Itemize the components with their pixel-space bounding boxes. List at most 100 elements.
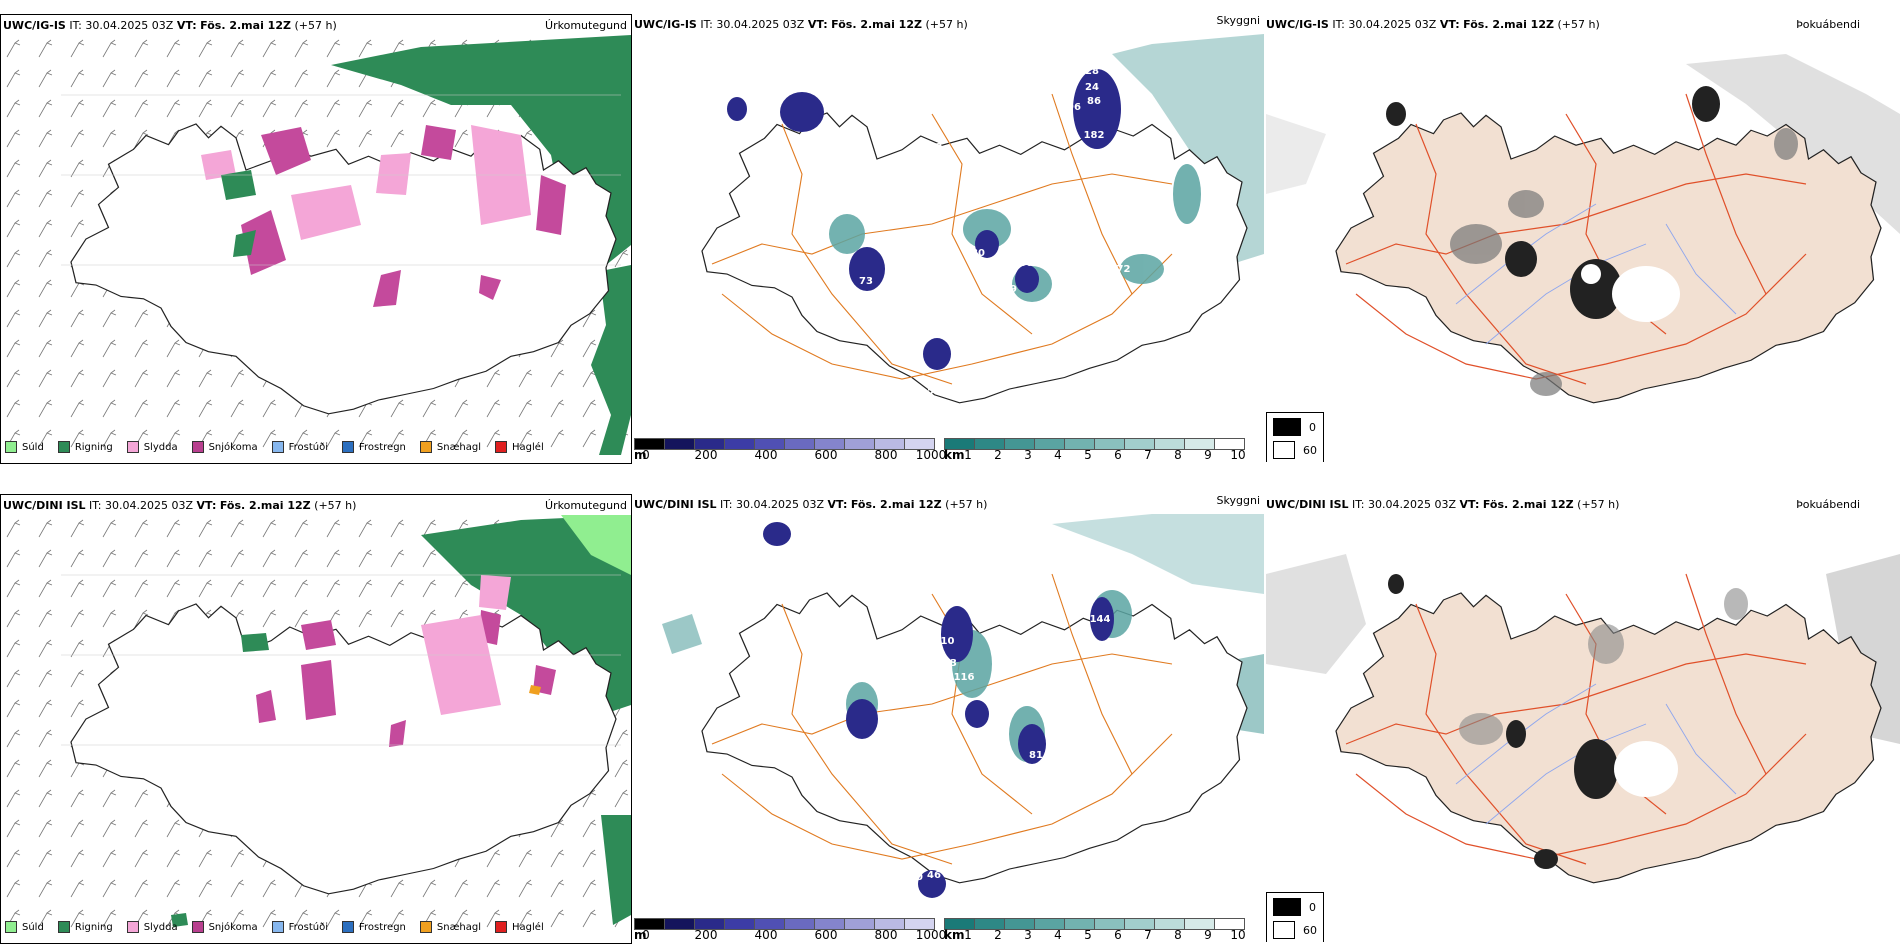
- visibility-label: 73: [859, 276, 873, 287]
- visibility-label: 79: [1003, 284, 1017, 295]
- precip-map: [1, 515, 631, 935]
- legend-item: Slydda: [126, 441, 178, 453]
- panel-header: UWC/IG-IS IT: 30.04.2025 03Z VT: Fös. 2.…: [3, 19, 337, 32]
- fog-map: [1266, 34, 1900, 444]
- fog-panel-row1: UWC/IG-IS IT: 30.04.2025 03Z VT: Fös. 2.…: [1266, 14, 1900, 462]
- tick-label: 7: [1144, 448, 1152, 462]
- panel-title: Þokuábendi: [1796, 18, 1860, 31]
- legend-swatch: [191, 441, 204, 453]
- tick-label: 2: [994, 928, 1002, 942]
- visibility-label: 86: [1019, 258, 1033, 269]
- tick-label: 800: [874, 448, 898, 462]
- tick-label: 1: [964, 928, 972, 942]
- init-value: 30.04.2025 03Z: [105, 499, 194, 512]
- init-value: 30.04.2025 03Z: [1368, 498, 1457, 511]
- tick-label: 9: [1204, 448, 1212, 462]
- tick-label: 5: [1084, 448, 1092, 462]
- visibility-label: 182: [1083, 130, 1105, 141]
- tick-label: 600: [814, 928, 838, 942]
- colorbar-segment: [904, 918, 935, 930]
- tick-label: 1: [964, 448, 972, 462]
- precip-legend: Súld Rigning Slydda Snjókoma Frostúði Fr…: [5, 921, 544, 933]
- tick-label: 10: [1230, 928, 1246, 942]
- panel-title: Úrkomutegund: [545, 19, 627, 32]
- visibility-label: 72: [889, 726, 903, 737]
- visibility-label: 20: [1103, 148, 1117, 159]
- visibility-label: 19: [1139, 150, 1153, 161]
- colorbar-segment: [694, 918, 724, 930]
- colorbar-segment: [784, 438, 814, 450]
- colorbar-segment: [664, 438, 694, 450]
- colorbar-segment: [1004, 438, 1034, 450]
- model-name: UWC/IG-IS: [3, 19, 66, 32]
- visibility-value-labels: 28 86 42 153 15 276 80 86 272 79 19 73 8…: [632, 14, 1264, 414]
- tick-label: 200: [694, 448, 718, 462]
- valid-label: VT:: [176, 19, 197, 32]
- fog-swatch: [1273, 418, 1301, 436]
- visibility-km-unit: km: [944, 448, 965, 462]
- colorbar-segment: [874, 438, 904, 450]
- model-name: UWC/DINI ISL: [634, 498, 717, 511]
- legend-label: Snæhagl: [436, 441, 482, 453]
- tick-label: 400: [754, 928, 778, 942]
- legend-item: Frostregn: [342, 441, 406, 453]
- visibility-km-colorbar: [944, 438, 1245, 450]
- colorbar-segment: [1184, 438, 1214, 450]
- visibility-label: 46: [927, 870, 941, 881]
- precip-type-panel-row2: UWC/DINI ISL IT: 30.04.2025 03Z VT: Fös.…: [0, 494, 632, 944]
- colorbar-segment: [1064, 438, 1094, 450]
- visibility-label: 144: [1089, 614, 1111, 625]
- model-name: UWC/IG-IS: [634, 18, 697, 31]
- tick-label: 3: [1024, 928, 1032, 942]
- visibility-label: 8: [890, 262, 898, 273]
- visibility-label: 116: [953, 672, 975, 683]
- fog-scale-label: 0: [1309, 900, 1316, 914]
- legend-swatch: [5, 441, 17, 453]
- visibility-m-colorbar: [634, 438, 935, 450]
- colorbar-segment: [1154, 918, 1184, 930]
- legend-item: Rigning: [57, 441, 113, 453]
- lead-time: (+57 h): [1557, 18, 1600, 31]
- legend-item: Haglél: [495, 921, 544, 933]
- fog-swatch: [1273, 898, 1301, 916]
- model-name: UWC/IG-IS: [1266, 18, 1329, 31]
- visibility-map: [701, 34, 1264, 404]
- fog-scale-row: 60: [1273, 441, 1317, 459]
- tick-label: 600: [814, 448, 838, 462]
- legend-label: Súld: [22, 921, 44, 933]
- colorbar-segment: [1094, 438, 1124, 450]
- tick-label: 6: [1114, 448, 1122, 462]
- visibility-label: 96: [1067, 102, 1081, 113]
- precip-type-panel-row1: UWC/IG-IS IT: 30.04.2025 03Z VT: Fös. 2.…: [0, 14, 632, 464]
- lead-time: (+57 h): [945, 498, 988, 511]
- tick-label: 0: [642, 928, 650, 942]
- visibility-m-unit: m: [634, 928, 647, 942]
- colorbar-segment: [844, 918, 874, 930]
- legend-label: Frostregn: [359, 921, 406, 933]
- fog-scale-label: 0: [1309, 420, 1316, 434]
- colorbar-segment: [844, 438, 874, 450]
- visibility-km-unit: km: [944, 928, 965, 942]
- valid-value: Fös. 2.mai 12Z: [850, 498, 942, 511]
- lead-time: (+57 h): [314, 499, 357, 512]
- fog-scale-row: 0: [1273, 898, 1317, 916]
- visibility-label: 24: [1085, 82, 1099, 93]
- init-value: 30.04.2025 03Z: [1348, 18, 1437, 31]
- tick-label: 7: [1144, 928, 1152, 942]
- fog-scale-row: 60: [1273, 921, 1317, 939]
- colorbar-segment: [754, 438, 784, 450]
- tick-label: 400: [754, 448, 778, 462]
- legend-item: Súld: [5, 921, 44, 933]
- legend-item: Rigning: [57, 921, 113, 933]
- legend-item: Frostúði: [271, 441, 328, 453]
- fog-scale-label: 60: [1303, 923, 1317, 937]
- visibility-label: 62: [975, 728, 989, 739]
- tick-label: 0: [642, 448, 650, 462]
- visibility-label: 80: [971, 248, 985, 259]
- precip-map: [1, 35, 631, 455]
- visibility-label: 80: [909, 872, 923, 883]
- legend-label: Haglél: [512, 441, 544, 453]
- visibility-label: 53: [869, 736, 883, 747]
- legend-item: Snæhagl: [419, 441, 482, 453]
- colorbar-segment: [1064, 918, 1094, 930]
